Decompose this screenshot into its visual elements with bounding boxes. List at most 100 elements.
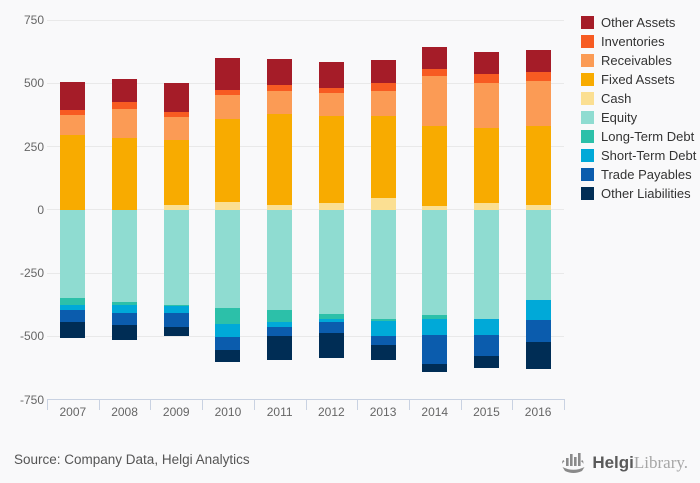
bar-2012-other-liabilities[interactable] (318, 333, 344, 358)
bar-2010-receivables[interactable] (215, 94, 241, 119)
bar-2011-trade-payables[interactable] (267, 326, 293, 337)
bar-2008-other-assets[interactable] (112, 79, 138, 103)
bar-2010-other-assets[interactable] (215, 57, 241, 90)
legend-item-short-term-debt[interactable]: Short-Term Debt (581, 149, 696, 162)
bar-2016-other-assets[interactable] (525, 50, 551, 72)
bar-2013-cash[interactable] (370, 198, 396, 210)
bar-2007-equity[interactable] (60, 209, 86, 299)
bar-2010-short-term-debt[interactable] (215, 323, 241, 337)
bar-2009-fixed-assets[interactable] (163, 140, 189, 205)
bar-2009-other-assets[interactable] (163, 83, 189, 113)
bar-2011-other-liabilities[interactable] (267, 336, 293, 361)
bar-2016-equity[interactable] (525, 209, 551, 301)
bar-2012-equity[interactable] (318, 209, 344, 315)
bar-2014-receivables[interactable] (422, 75, 448, 127)
bar-2009-equity[interactable] (163, 209, 189, 305)
bar-2015-other-liabilities[interactable] (473, 356, 499, 368)
bar-2009-cash[interactable] (163, 204, 189, 210)
bar-2013-inventories[interactable] (370, 83, 396, 91)
bar-2014-short-term-debt[interactable] (422, 318, 448, 335)
bar-2010-long-term-debt[interactable] (215, 308, 241, 324)
legend-item-fixed-assets[interactable]: Fixed Assets (581, 73, 696, 86)
bar-2008-receivables[interactable] (112, 108, 138, 138)
bar-2010-inventories[interactable] (215, 89, 241, 95)
bar-2009-receivables[interactable] (163, 117, 189, 141)
bar-2014-long-term-debt[interactable] (422, 314, 448, 319)
bar-2009-other-liabilities[interactable] (163, 326, 189, 337)
bar-2007-fixed-assets[interactable] (60, 135, 86, 210)
legend-item-other-assets[interactable]: Other Assets (581, 16, 696, 29)
bar-2016-other-liabilities[interactable] (525, 342, 551, 370)
bar-2007-receivables[interactable] (60, 114, 86, 136)
bar-2012-inventories[interactable] (318, 88, 344, 94)
bar-2010-equity[interactable] (215, 209, 241, 309)
bar-2008-equity[interactable] (112, 209, 138, 303)
bar-2014-cash[interactable] (422, 205, 448, 210)
bar-2015-trade-payables[interactable] (473, 334, 499, 357)
legend-item-receivables[interactable]: Receivables (581, 54, 696, 67)
bar-2011-receivables[interactable] (267, 90, 293, 114)
bar-2014-fixed-assets[interactable] (422, 126, 448, 206)
bar-2012-receivables[interactable] (318, 93, 344, 117)
bar-2011-short-term-debt[interactable] (267, 321, 293, 327)
bar-2013-receivables[interactable] (370, 90, 396, 117)
bar-2014-trade-payables[interactable] (422, 334, 448, 365)
bar-2015-receivables[interactable] (473, 83, 499, 128)
bar-2007-inventories[interactable] (60, 109, 86, 115)
bar-2012-long-term-debt[interactable] (318, 314, 344, 320)
bar-2011-inventories[interactable] (267, 84, 293, 91)
bar-2013-short-term-debt[interactable] (370, 321, 396, 337)
bar-2007-long-term-debt[interactable] (60, 298, 86, 305)
bar-2011-cash[interactable] (267, 204, 293, 210)
bar-2008-short-term-debt[interactable] (112, 304, 138, 314)
bar-2013-other-liabilities[interactable] (370, 344, 396, 360)
bar-2016-fixed-assets[interactable] (525, 126, 551, 205)
legend-item-other-liabilities[interactable]: Other Liabilities (581, 187, 696, 200)
bar-2012-trade-payables[interactable] (318, 322, 344, 334)
bar-2013-other-assets[interactable] (370, 59, 396, 84)
bar-2011-equity[interactable] (267, 209, 293, 310)
bar-2016-receivables[interactable] (525, 80, 551, 127)
bar-2013-long-term-debt[interactable] (370, 318, 396, 322)
legend-item-cash[interactable]: Cash (581, 92, 696, 105)
legend-item-long-term-debt[interactable]: Long-Term Debt (581, 130, 696, 143)
bar-2009-long-term-debt[interactable] (163, 304, 189, 306)
bar-2015-short-term-debt[interactable] (473, 319, 499, 335)
bar-2015-fixed-assets[interactable] (473, 127, 499, 204)
bar-2015-equity[interactable] (473, 209, 499, 320)
bar-2014-inventories[interactable] (422, 69, 448, 76)
bar-2008-inventories[interactable] (112, 102, 138, 109)
bar-2013-trade-payables[interactable] (370, 336, 396, 345)
bar-2015-cash[interactable] (473, 203, 499, 210)
bar-2007-other-liabilities[interactable] (60, 321, 86, 338)
bar-2008-other-liabilities[interactable] (112, 324, 138, 341)
bar-2008-fixed-assets[interactable] (112, 137, 138, 210)
bar-2014-equity[interactable] (422, 209, 448, 315)
bar-2012-short-term-debt[interactable] (318, 319, 344, 323)
bar-2008-trade-payables[interactable] (112, 313, 138, 325)
bar-2011-fixed-assets[interactable] (267, 113, 293, 205)
bar-2012-cash[interactable] (318, 203, 344, 210)
bar-2012-fixed-assets[interactable] (318, 116, 344, 204)
legend-item-inventories[interactable]: Inventories (581, 35, 696, 48)
bar-2013-fixed-assets[interactable] (370, 116, 396, 199)
bar-2010-fixed-assets[interactable] (215, 118, 241, 203)
bar-2009-inventories[interactable] (163, 112, 189, 118)
bar-2011-long-term-debt[interactable] (267, 309, 293, 322)
bar-2010-other-liabilities[interactable] (215, 349, 241, 362)
bar-2016-inventories[interactable] (525, 71, 551, 81)
bar-2007-trade-payables[interactable] (60, 309, 86, 322)
bar-2014-other-assets[interactable] (422, 47, 448, 70)
bar-2009-short-term-debt[interactable] (163, 305, 189, 314)
bar-2015-inventories[interactable] (473, 74, 499, 84)
legend-item-trade-payables[interactable]: Trade Payables (581, 168, 696, 181)
legend-item-equity[interactable]: Equity (581, 111, 696, 124)
bar-2010-trade-payables[interactable] (215, 336, 241, 350)
bar-2011-other-assets[interactable] (267, 59, 293, 85)
bar-2007-other-assets[interactable] (60, 81, 86, 110)
bar-2012-other-assets[interactable] (318, 61, 344, 89)
bar-2010-cash[interactable] (215, 202, 241, 210)
bar-2008-long-term-debt[interactable] (112, 302, 138, 305)
bar-2016-short-term-debt[interactable] (525, 300, 551, 321)
bar-2007-short-term-debt[interactable] (60, 304, 86, 310)
